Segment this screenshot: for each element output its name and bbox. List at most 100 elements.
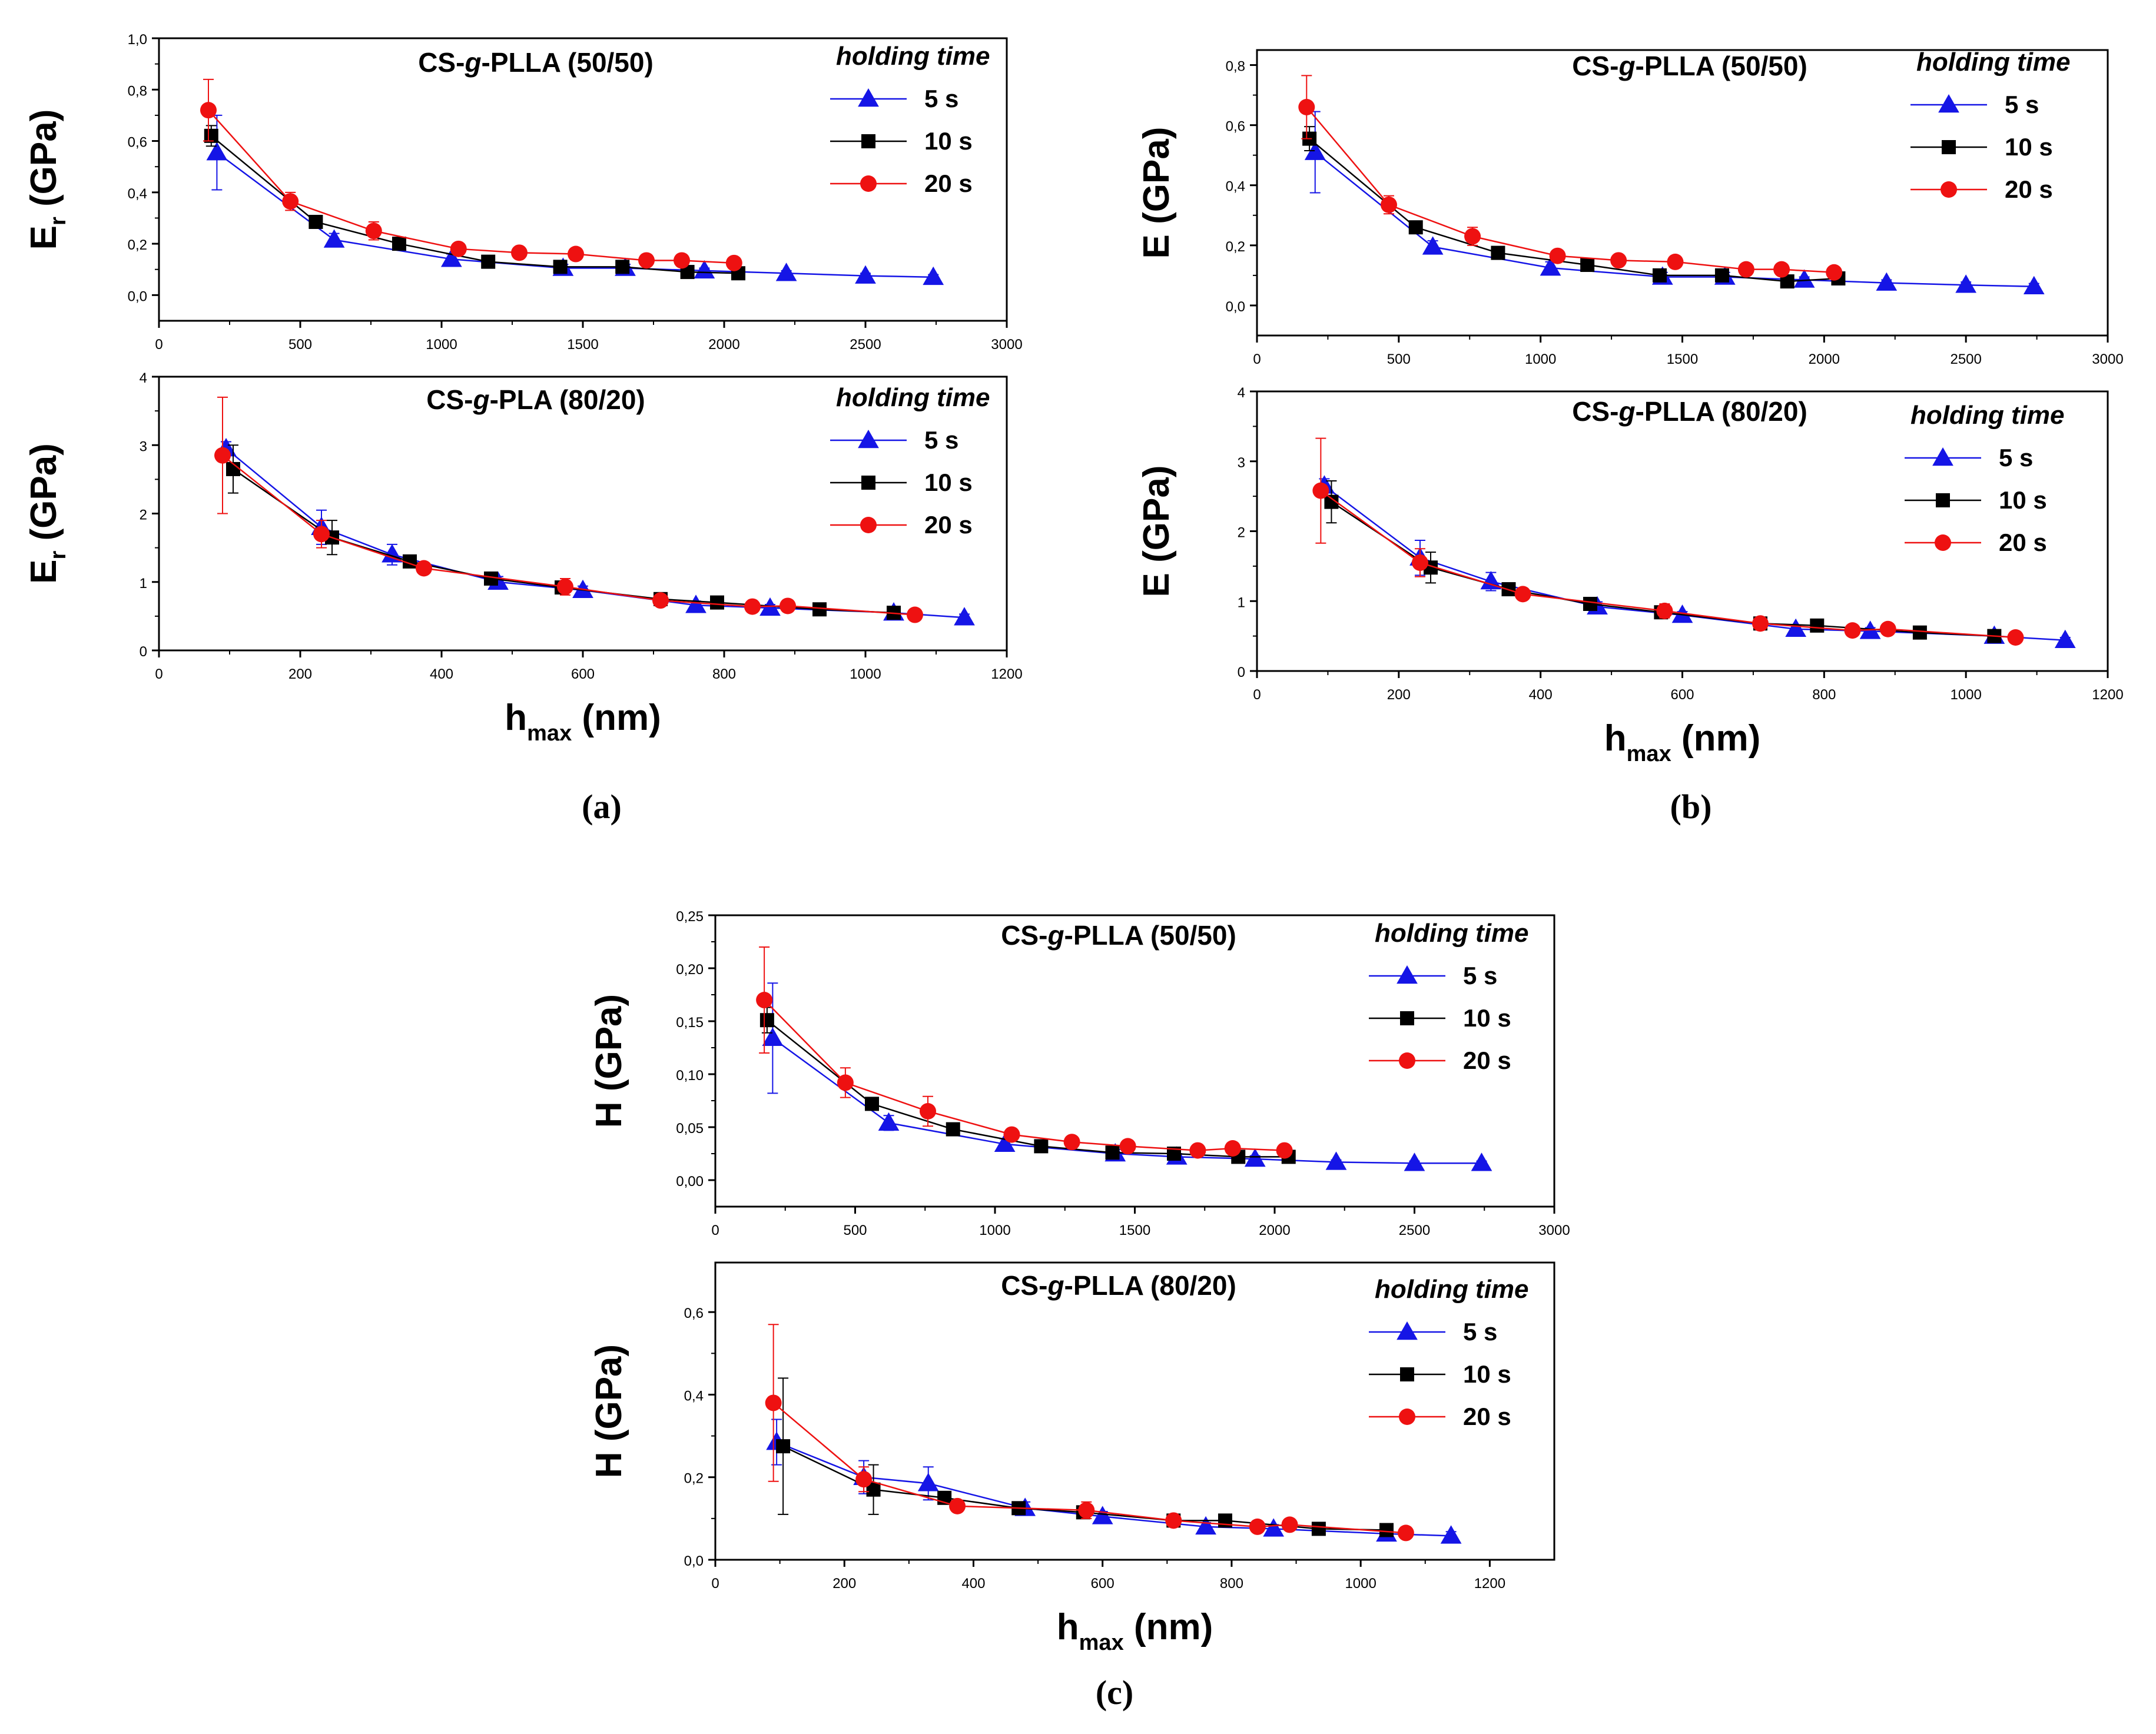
data-point — [946, 1122, 960, 1137]
legend-marker — [861, 134, 875, 148]
y-axis-label: H (GPa) — [589, 994, 629, 1128]
y-tick-label: 1 — [1238, 594, 1245, 610]
data-point — [694, 260, 715, 279]
data-point — [1063, 1134, 1080, 1151]
legend-label: 10 s — [1463, 1360, 1511, 1388]
data-point — [1165, 1512, 1182, 1529]
data-point — [2023, 275, 2045, 295]
data-point — [744, 598, 761, 615]
x-tick-label: 1000 — [850, 666, 881, 682]
legend-marker — [858, 88, 879, 107]
caption-b: (b) — [1670, 788, 1712, 826]
legend-title: holding time — [836, 42, 990, 71]
x-axis-label: hmax (nm) — [1604, 718, 1760, 766]
data-point — [1491, 245, 1505, 260]
data-point — [2007, 629, 2024, 646]
y-tick-label: 0,8 — [128, 83, 147, 99]
x-tick-label: 200 — [288, 666, 312, 682]
series-20s — [756, 946, 1293, 1159]
legend-marker — [860, 175, 877, 192]
y-tick-label: 0,6 — [1226, 119, 1245, 135]
y-tick-label: 3 — [1238, 455, 1245, 471]
legend-label: 20 s — [2005, 175, 2053, 203]
data-point — [1195, 1516, 1216, 1535]
data-point — [309, 215, 323, 229]
y-axis-label: Er (GPa) — [24, 109, 71, 250]
y-tick-label: 2 — [1238, 525, 1245, 541]
data-point — [1580, 258, 1595, 273]
legend-label: 5 s — [1999, 444, 2033, 471]
data-point — [1793, 269, 1815, 288]
legend-marker — [1936, 493, 1950, 507]
data-point — [756, 992, 773, 1008]
x-tick-label: 1000 — [1525, 351, 1556, 367]
legend-label: 5 s — [2005, 91, 2039, 118]
y-axis-label: H (GPa) — [589, 1344, 629, 1478]
x-tick-label: 2000 — [708, 337, 739, 353]
data-point — [1549, 247, 1566, 264]
y-tick-label: 0,4 — [128, 186, 147, 202]
x-tick-label: 3000 — [991, 337, 1022, 353]
y-axis-label: E (GPa) — [1136, 466, 1177, 597]
data-point — [214, 447, 231, 464]
panel-title: CS-g-PLLA (50/50) — [418, 47, 654, 78]
y-tick-label: 0,20 — [676, 962, 704, 978]
x-axis-label: hmax (nm) — [1057, 1607, 1213, 1655]
data-point — [450, 240, 467, 257]
legend-title: holding time — [1916, 48, 2071, 77]
x-tick-label: 1500 — [1119, 1223, 1150, 1238]
data-point — [1218, 1513, 1232, 1528]
series-20s — [765, 1324, 1414, 1542]
x-tick-label: 400 — [430, 666, 453, 682]
data-point — [812, 602, 827, 617]
y-tick-label: 0 — [140, 644, 147, 660]
x-tick-label: 1000 — [979, 1223, 1010, 1238]
series-line — [767, 1019, 1289, 1158]
data-point — [1810, 618, 1825, 633]
x-tick-label: 600 — [571, 666, 595, 682]
legend: holding time 5 s 10 s 20 s — [830, 383, 990, 539]
data-point — [323, 229, 345, 248]
legend-label: 5 s — [1463, 1318, 1497, 1346]
data-point — [1244, 1148, 1266, 1167]
panel-title: CS-g-PLLA (80/20) — [1001, 1270, 1236, 1301]
legend-marker — [858, 429, 879, 449]
legend: holding time 5 s 10 s 20 s — [1905, 401, 2065, 556]
legend-marker — [1935, 534, 1951, 551]
data-point — [780, 597, 796, 614]
legend-marker — [1399, 1052, 1415, 1069]
legend: holding time 5 s 10 s 20 s — [1369, 919, 1529, 1074]
panel-title: CS-g-PLA (80/20) — [426, 384, 645, 415]
y-tick-label: 0,2 — [128, 237, 147, 253]
data-point — [1404, 1152, 1425, 1171]
y-tick-label: 0,4 — [684, 1388, 704, 1404]
plot-frame — [714, 1261, 1555, 1561]
legend-marker — [861, 476, 875, 490]
y-tick-label: 0,8 — [1226, 59, 1245, 75]
series-line — [1309, 138, 1839, 283]
legend-marker — [1397, 1321, 1418, 1340]
legend-label: 20 s — [924, 511, 973, 539]
data-point — [776, 1439, 791, 1454]
x-axis-label: hmax (nm) — [505, 697, 661, 746]
x-tick-label: 1200 — [991, 666, 1022, 682]
x-tick-label: 0 — [155, 337, 162, 353]
data-point — [1312, 482, 1329, 499]
legend-label: 10 s — [1463, 1004, 1511, 1032]
data-point — [568, 245, 584, 263]
x-tick-label: 0 — [711, 1223, 719, 1238]
data-point — [917, 1473, 939, 1491]
series-10s — [759, 1006, 1296, 1164]
series-line — [211, 135, 739, 274]
y-tick-label: 4 — [140, 370, 147, 386]
legend: holding time 5 s 10 s 20 s — [830, 42, 990, 197]
data-point — [1422, 236, 1444, 255]
series-line — [208, 109, 734, 264]
y-tick-label: 3 — [140, 439, 147, 454]
data-point — [392, 237, 406, 251]
y-tick-label: 0,25 — [676, 909, 704, 925]
y-tick-label: 0,15 — [676, 1015, 704, 1031]
data-point — [1249, 1518, 1266, 1535]
data-point — [200, 102, 217, 119]
